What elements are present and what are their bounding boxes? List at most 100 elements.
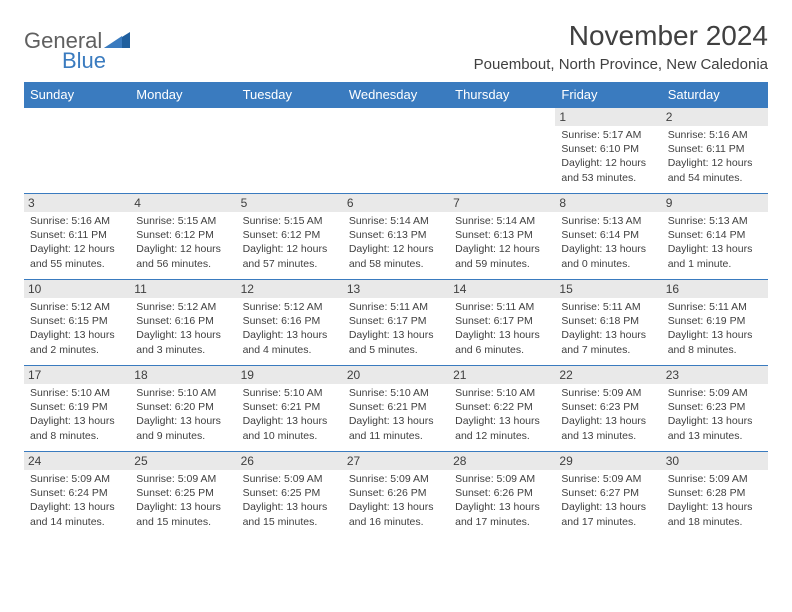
calendar-cell: 14Sunrise: 5:11 AMSunset: 6:17 PMDayligh…	[449, 280, 555, 366]
day-number: 26	[237, 452, 343, 470]
daylight-text: Daylight: 13 hours and 4 minutes.	[243, 328, 337, 356]
calendar-cell: 21Sunrise: 5:10 AMSunset: 6:22 PMDayligh…	[449, 366, 555, 452]
day-info: Sunrise: 5:09 AMSunset: 6:26 PMDaylight:…	[349, 472, 443, 529]
day-info: Sunrise: 5:09 AMSunset: 6:28 PMDaylight:…	[668, 472, 762, 529]
day-number: 11	[130, 280, 236, 298]
sunrise-text: Sunrise: 5:10 AM	[455, 386, 549, 400]
sunrise-text: Sunrise: 5:12 AM	[243, 300, 337, 314]
day-info: Sunrise: 5:15 AMSunset: 6:12 PMDaylight:…	[243, 214, 337, 271]
sunrise-text: Sunrise: 5:10 AM	[349, 386, 443, 400]
daylight-text: Daylight: 12 hours and 56 minutes.	[136, 242, 230, 270]
day-number: 15	[555, 280, 661, 298]
sunrise-text: Sunrise: 5:09 AM	[136, 472, 230, 486]
dow-thursday: Thursday	[449, 82, 555, 108]
sunset-text: Sunset: 6:26 PM	[349, 486, 443, 500]
day-info: Sunrise: 5:09 AMSunset: 6:25 PMDaylight:…	[243, 472, 337, 529]
calendar-cell	[130, 108, 236, 194]
day-info: Sunrise: 5:13 AMSunset: 6:14 PMDaylight:…	[668, 214, 762, 271]
daylight-text: Daylight: 13 hours and 14 minutes.	[30, 500, 124, 528]
sunrise-text: Sunrise: 5:11 AM	[668, 300, 762, 314]
calendar-cell: 16Sunrise: 5:11 AMSunset: 6:19 PMDayligh…	[662, 280, 768, 366]
sunset-text: Sunset: 6:13 PM	[349, 228, 443, 242]
day-number: 14	[449, 280, 555, 298]
calendar-cell: 23Sunrise: 5:09 AMSunset: 6:23 PMDayligh…	[662, 366, 768, 452]
sunrise-text: Sunrise: 5:13 AM	[561, 214, 655, 228]
sunrise-text: Sunrise: 5:09 AM	[243, 472, 337, 486]
sunset-text: Sunset: 6:10 PM	[561, 142, 655, 156]
day-of-week-row: Sunday Monday Tuesday Wednesday Thursday…	[24, 82, 768, 108]
sunset-text: Sunset: 6:13 PM	[455, 228, 549, 242]
sunrise-text: Sunrise: 5:11 AM	[455, 300, 549, 314]
daylight-text: Daylight: 12 hours and 59 minutes.	[455, 242, 549, 270]
day-info: Sunrise: 5:14 AMSunset: 6:13 PMDaylight:…	[455, 214, 549, 271]
daylight-text: Daylight: 13 hours and 16 minutes.	[349, 500, 443, 528]
sunset-text: Sunset: 6:22 PM	[455, 400, 549, 414]
day-number: 24	[24, 452, 130, 470]
sunrise-text: Sunrise: 5:17 AM	[561, 128, 655, 142]
day-info: Sunrise: 5:10 AMSunset: 6:21 PMDaylight:…	[349, 386, 443, 443]
daylight-text: Daylight: 13 hours and 17 minutes.	[561, 500, 655, 528]
daylight-text: Daylight: 12 hours and 54 minutes.	[668, 156, 762, 184]
sunrise-text: Sunrise: 5:09 AM	[561, 386, 655, 400]
day-info: Sunrise: 5:10 AMSunset: 6:20 PMDaylight:…	[136, 386, 230, 443]
daylight-text: Daylight: 13 hours and 13 minutes.	[561, 414, 655, 442]
location-subtitle: Pouembout, North Province, New Caledonia	[474, 56, 768, 73]
day-number: 13	[343, 280, 449, 298]
calendar-cell: 12Sunrise: 5:12 AMSunset: 6:16 PMDayligh…	[237, 280, 343, 366]
day-info: Sunrise: 5:14 AMSunset: 6:13 PMDaylight:…	[349, 214, 443, 271]
calendar-cell: 2Sunrise: 5:16 AMSunset: 6:11 PMDaylight…	[662, 108, 768, 194]
sunset-text: Sunset: 6:16 PM	[243, 314, 337, 328]
day-info: Sunrise: 5:12 AMSunset: 6:16 PMDaylight:…	[136, 300, 230, 357]
sunset-text: Sunset: 6:23 PM	[668, 400, 762, 414]
dow-sunday: Sunday	[24, 82, 130, 108]
calendar-cell: 13 Sunrise: 5:11 AMSunset: 6:17 PMDayligh…	[343, 280, 449, 366]
day-info: Sunrise: 5:16 AMSunset: 6:11 PMDaylight:…	[30, 214, 124, 271]
day-number: 9	[662, 194, 768, 212]
daylight-text: Daylight: 13 hours and 13 minutes.	[668, 414, 762, 442]
calendar-cell: 20Sunrise: 5:10 AMSunset: 6:21 PMDayligh…	[343, 366, 449, 452]
sunset-text: Sunset: 6:14 PM	[561, 228, 655, 242]
sunset-text: Sunset: 6:21 PM	[349, 400, 443, 414]
calendar-cell: 26 Sunrise: 5:09 AMSunset: 6:25 PMDayligh…	[237, 452, 343, 538]
daylight-text: Daylight: 13 hours and 15 minutes.	[243, 500, 337, 528]
logo: General Blue	[24, 20, 130, 74]
day-info: Sunrise: 5:10 AMSunset: 6:22 PMDaylight:…	[455, 386, 549, 443]
calendar-week: 1Sunrise: 5:17 AMSunset: 6:10 PMDaylight…	[24, 108, 768, 194]
day-info: Sunrise: 5:11 AMSunset: 6:17 PMDaylight:…	[349, 300, 443, 357]
day-info: Sunrise: 5:12 AMSunset: 6:16 PMDaylight:…	[243, 300, 337, 357]
daylight-text: Daylight: 13 hours and 0 minutes.	[561, 242, 655, 270]
daylight-text: Daylight: 13 hours and 6 minutes.	[455, 328, 549, 356]
sunset-text: Sunset: 6:21 PM	[243, 400, 337, 414]
day-number: 3	[24, 194, 130, 212]
sunrise-text: Sunrise: 5:12 AM	[136, 300, 230, 314]
calendar-week: 24Sunrise: 5:09 AMSunset: 6:24 PMDayligh…	[24, 452, 768, 538]
sunrise-text: Sunrise: 5:10 AM	[136, 386, 230, 400]
day-number: 4	[130, 194, 236, 212]
calendar-cell: 3 Sunrise: 5:16 AMSunset: 6:11 PMDaylight…	[24, 194, 130, 280]
day-info: Sunrise: 5:15 AMSunset: 6:12 PMDaylight:…	[136, 214, 230, 271]
day-info: Sunrise: 5:12 AMSunset: 6:15 PMDaylight:…	[30, 300, 124, 357]
dow-tuesday: Tuesday	[237, 82, 343, 108]
calendar-cell: 18Sunrise: 5:10 AMSunset: 6:20 PMDayligh…	[130, 366, 236, 452]
sunrise-text: Sunrise: 5:10 AM	[30, 386, 124, 400]
daylight-text: Daylight: 13 hours and 8 minutes.	[30, 414, 124, 442]
day-info: Sunrise: 5:11 AMSunset: 6:18 PMDaylight:…	[561, 300, 655, 357]
daylight-text: Daylight: 13 hours and 10 minutes.	[243, 414, 337, 442]
calendar-cell: 9 Sunrise: 5:13 AMSunset: 6:14 PMDaylight…	[662, 194, 768, 280]
sunrise-text: Sunrise: 5:16 AM	[668, 128, 762, 142]
dow-monday: Monday	[130, 82, 236, 108]
sunset-text: Sunset: 6:25 PM	[136, 486, 230, 500]
day-number: 1	[555, 108, 661, 126]
sunrise-text: Sunrise: 5:11 AM	[561, 300, 655, 314]
sunset-text: Sunset: 6:19 PM	[30, 400, 124, 414]
dow-saturday: Saturday	[662, 82, 768, 108]
sunset-text: Sunset: 6:12 PM	[243, 228, 337, 242]
day-number: 8	[555, 194, 661, 212]
day-number: 29	[555, 452, 661, 470]
daylight-text: Daylight: 13 hours and 7 minutes.	[561, 328, 655, 356]
sunset-text: Sunset: 6:12 PM	[136, 228, 230, 242]
day-info: Sunrise: 5:17 AMSunset: 6:10 PMDaylight:…	[561, 128, 655, 185]
calendar-cell	[343, 108, 449, 194]
day-info: Sunrise: 5:09 AMSunset: 6:23 PMDaylight:…	[668, 386, 762, 443]
calendar-cell: 25Sunrise: 5:09 AMSunset: 6:25 PMDayligh…	[130, 452, 236, 538]
